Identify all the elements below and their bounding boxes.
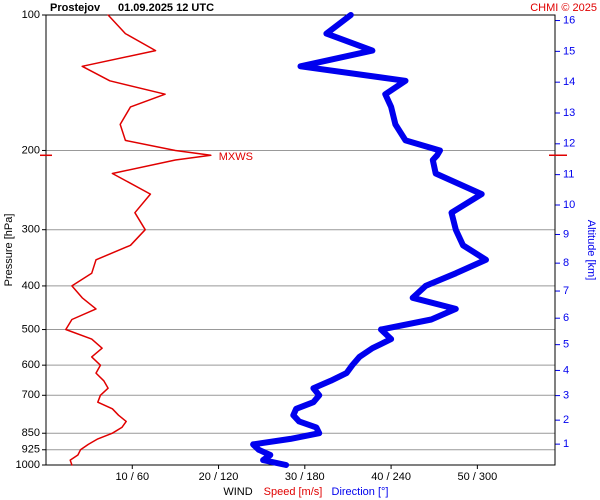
credit: CHMI © 2025 bbox=[530, 2, 597, 14]
y2-tick-label: 5 bbox=[563, 339, 569, 351]
y-tick-label: 100 bbox=[22, 9, 40, 21]
chart-subtitle: 01.09.2025 12 UTC bbox=[118, 2, 214, 14]
plot-frame bbox=[45, 14, 556, 466]
y2-tick-label: 14 bbox=[563, 76, 575, 88]
y2-tick-label: 13 bbox=[563, 107, 575, 119]
y-axis-label: Pressure [hPa] bbox=[3, 214, 15, 287]
y-tick-label: 925 bbox=[22, 444, 40, 456]
x-tick-label: 30 / 180 bbox=[285, 471, 325, 483]
y-tick-label: 400 bbox=[22, 280, 40, 292]
x-tick-label: 50 / 300 bbox=[457, 471, 497, 483]
y2-axis-label: Altitude [km] bbox=[585, 220, 597, 281]
chart-title: Prostejov bbox=[50, 2, 101, 14]
x-tick-label: 40 / 240 bbox=[371, 471, 411, 483]
y-tick-label: 700 bbox=[22, 389, 40, 401]
y2-tick-label: 15 bbox=[563, 45, 575, 57]
x-tick-label: 20 / 120 bbox=[199, 471, 239, 483]
y-tick-label: 850 bbox=[22, 427, 40, 439]
y2-tick-label: 7 bbox=[563, 285, 569, 297]
legend-entry: Speed [m/s] bbox=[264, 486, 323, 498]
y2-tick-label: 12 bbox=[563, 138, 575, 150]
y-tick-label: 600 bbox=[22, 359, 40, 371]
y2-tick-label: 4 bbox=[563, 364, 569, 376]
y-tick-label: 1000 bbox=[16, 459, 40, 471]
x-tick-label: 10 / 60 bbox=[115, 471, 149, 483]
y2-tick-label: 3 bbox=[563, 390, 569, 402]
y-tick-label: 300 bbox=[22, 224, 40, 236]
y2-tick-label: 6 bbox=[563, 312, 569, 324]
y2-tick-label: 16 bbox=[563, 14, 575, 26]
annotation: MXWS bbox=[219, 151, 253, 163]
y2-tick-label: 10 bbox=[563, 199, 575, 211]
y2-tick-label: 11 bbox=[563, 169, 574, 181]
x-axis-label: WIND bbox=[223, 486, 252, 498]
y-tick-label: 500 bbox=[22, 323, 40, 335]
profile-line bbox=[250, 12, 489, 468]
y2-tick-label: 1 bbox=[563, 438, 569, 450]
legend-entry: Direction [°] bbox=[332, 486, 389, 498]
y-tick-label: 200 bbox=[22, 144, 40, 156]
y2-tick-label: 2 bbox=[563, 414, 569, 426]
y2-tick-label: 8 bbox=[563, 257, 569, 269]
profile-line bbox=[65, 14, 212, 466]
y2-tick-label: 9 bbox=[563, 228, 569, 240]
